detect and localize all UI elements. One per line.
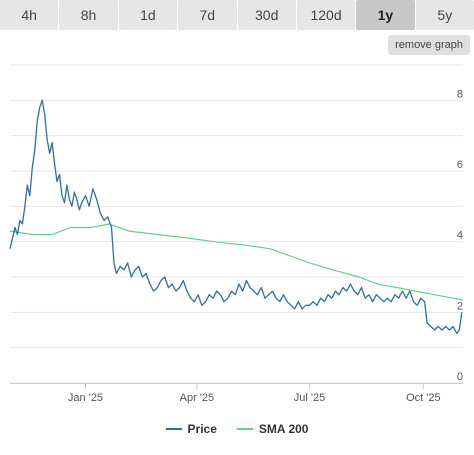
legend-item-sma-200[interactable]: SMA 200: [236, 422, 309, 436]
remove-graph-button[interactable]: remove graph: [388, 35, 470, 55]
legend-item-price[interactable]: Price: [165, 422, 217, 436]
price-chart: 0 2 4 6 8 Jan '25 Apr '25 Jul '25 Oct '25: [9, 64, 464, 404]
tab-8h[interactable]: 8h: [59, 0, 118, 30]
legend-swatch-sma-200: [236, 428, 253, 430]
x-tick-label: Oct '25: [406, 392, 441, 404]
chart-grid: [10, 64, 463, 384]
x-tick-label: Jul '25: [294, 392, 325, 404]
legend-label-price: Price: [187, 422, 217, 436]
y-tick-label: 0: [457, 371, 463, 383]
legend-label-sma-200: SMA 200: [258, 422, 309, 436]
y-tick-label: 4: [457, 230, 463, 242]
y-tick-label: 8: [457, 88, 463, 100]
timeframe-tabs: 4h 8h 1d 7d 30d 120d 1y 5y: [0, 0, 474, 30]
y-tick-label: 6: [457, 159, 463, 171]
y-axis: 0 2 4 6 8: [457, 88, 463, 383]
x-axis: Jan '25 Apr '25 Jul '25 Oct '25: [10, 383, 463, 404]
tab-30d[interactable]: 30d: [237, 0, 296, 30]
x-tick-label: Jan '25: [68, 392, 103, 404]
tab-1d[interactable]: 1d: [118, 0, 178, 30]
series-line-price: [9, 99, 463, 335]
series-line-sma-200: [9, 223, 464, 301]
tab-4h[interactable]: 4h: [0, 0, 59, 30]
chart-series: [9, 99, 464, 335]
tab-120d[interactable]: 120d: [296, 0, 356, 30]
x-tick-label: Apr '25: [180, 392, 215, 404]
tab-5y[interactable]: 5y: [415, 0, 474, 30]
tab-7d[interactable]: 7d: [178, 0, 237, 30]
chart-legend: Price SMA 200: [0, 418, 474, 440]
tab-1y[interactable]: 1y: [356, 0, 415, 30]
legend-swatch-price: [165, 428, 182, 430]
y-tick-label: 2: [457, 300, 463, 312]
